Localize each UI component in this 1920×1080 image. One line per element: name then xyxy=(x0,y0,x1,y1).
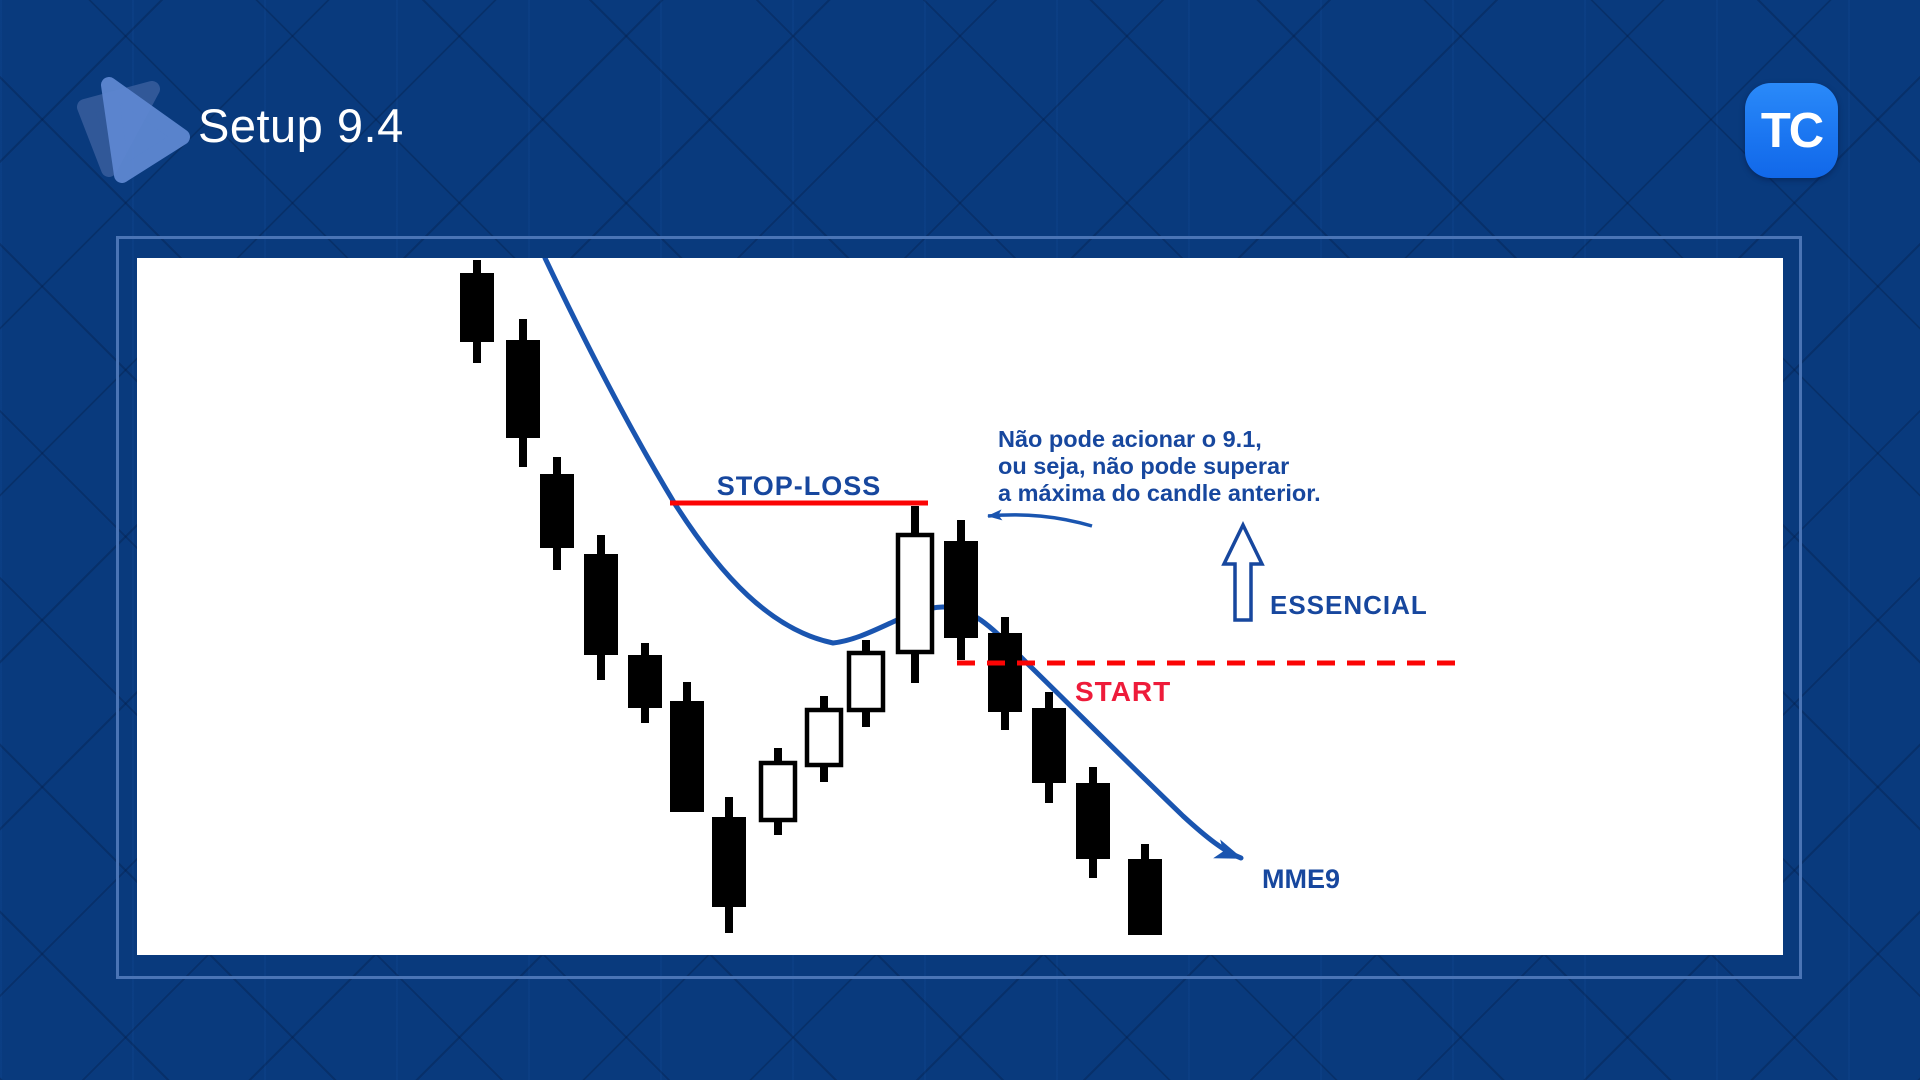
setup-diagram: STOP-LOSS Não pode acionar o 9.1, ou sej… xyxy=(460,258,1466,935)
start-label: START xyxy=(1075,676,1171,707)
note-line-3: a máxima do candle anterior. xyxy=(998,480,1321,506)
chart-panel: STOP-LOSS Não pode acionar o 9.1, ou sej… xyxy=(137,258,1783,955)
mme9-label: MME9 xyxy=(1262,864,1340,894)
note-pointer-arrow xyxy=(987,509,1093,528)
brand-logo-icon xyxy=(77,77,190,183)
note-line-1: Não pode acionar o 9.1, xyxy=(998,426,1262,452)
bear-candle xyxy=(988,617,1022,730)
bull-candle xyxy=(758,748,798,835)
tc-logo-text: TC xyxy=(1760,103,1824,158)
bear-candle xyxy=(1076,767,1110,878)
up-arrow-icon xyxy=(1221,521,1265,622)
candles-layer xyxy=(460,260,1162,935)
bull-candle xyxy=(846,640,886,727)
essencial-label: ESSENCIAL xyxy=(1270,590,1428,620)
bear-candle xyxy=(460,260,494,363)
panel-frame-border xyxy=(116,236,1802,979)
bear-candle xyxy=(584,535,618,680)
bear-candle xyxy=(628,643,662,723)
stop-loss-label: STOP-LOSS xyxy=(717,471,882,501)
tc-logo: TC xyxy=(1745,83,1838,178)
bull-candle xyxy=(804,696,844,782)
bear-candle xyxy=(1128,844,1162,935)
mme9-curve xyxy=(542,258,1244,861)
bear-candle xyxy=(506,319,540,467)
bear-candle xyxy=(1032,692,1066,803)
bear-candle xyxy=(712,797,746,933)
note-line-2: ou seja, não pode superar xyxy=(998,453,1289,479)
page-title: Setup 9.4 xyxy=(198,99,404,152)
bear-candle xyxy=(670,682,704,812)
bear-candle xyxy=(540,457,574,570)
bull-candle xyxy=(895,506,935,683)
bear-candle xyxy=(944,520,978,660)
